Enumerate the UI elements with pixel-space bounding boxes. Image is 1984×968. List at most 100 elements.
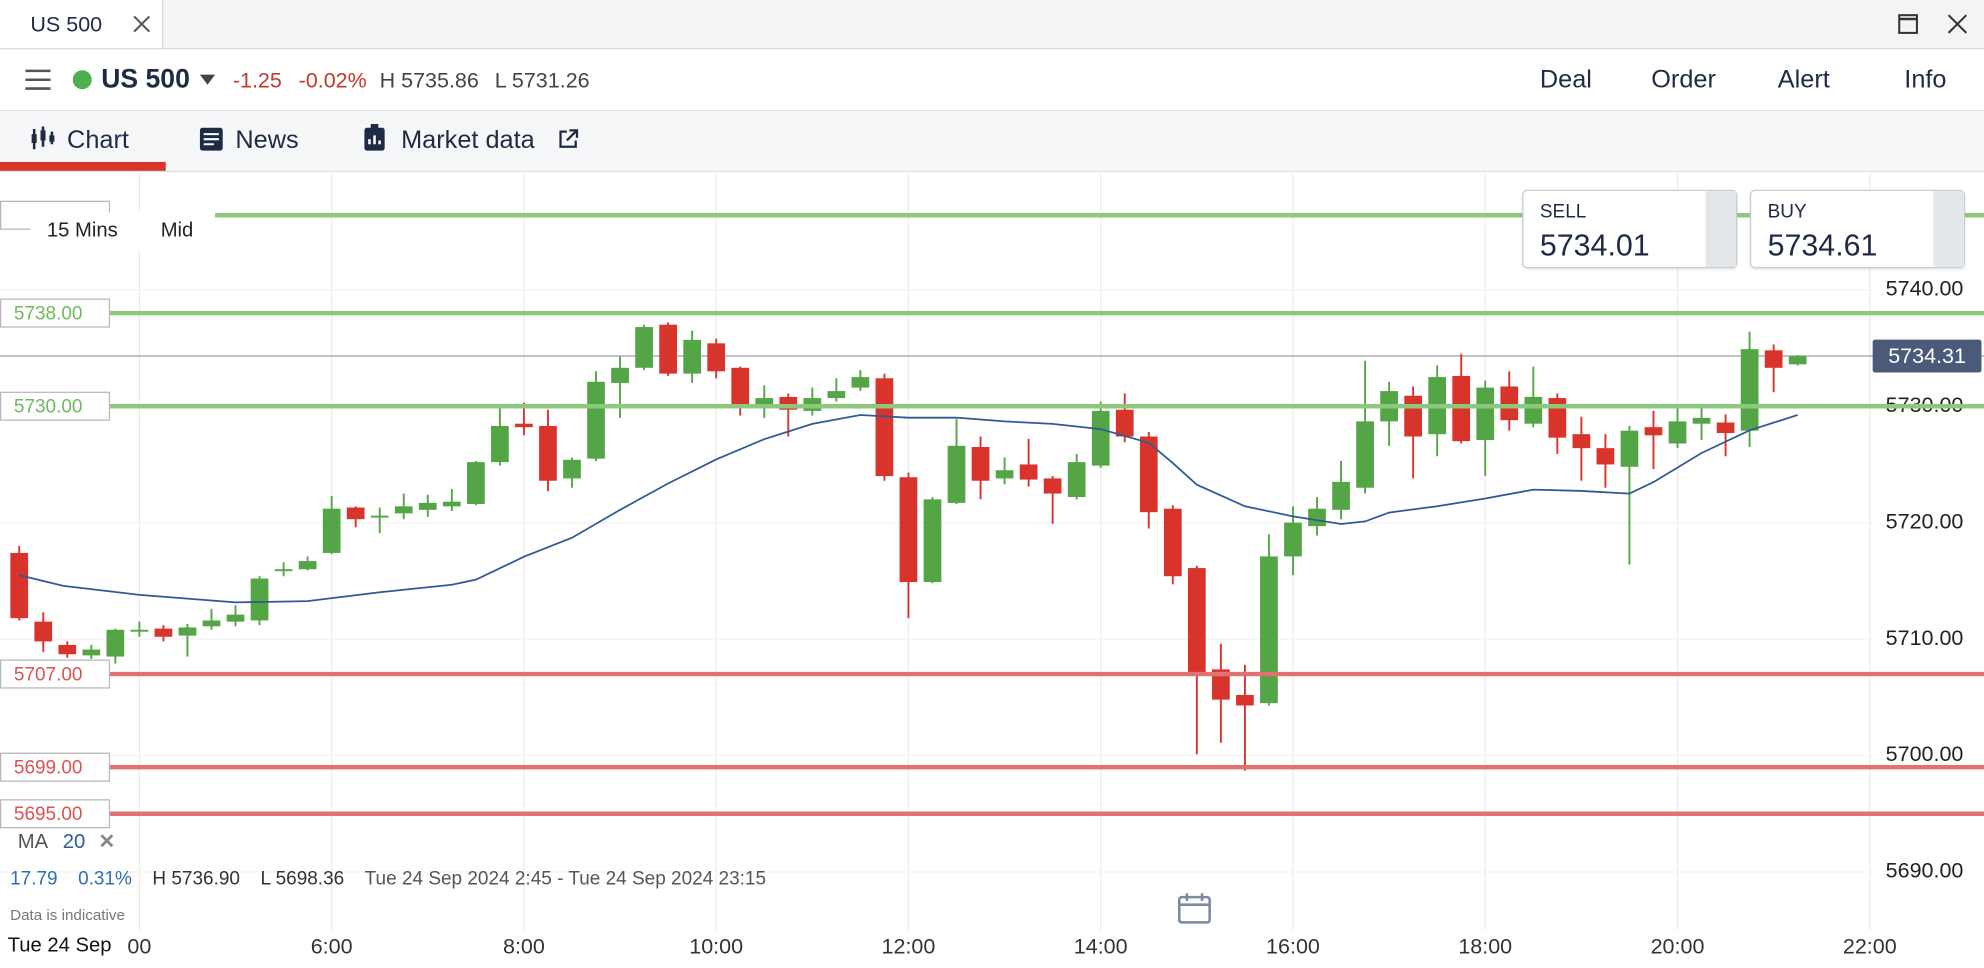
instrument-name[interactable]: US 500 bbox=[101, 64, 190, 94]
sell-side bbox=[1705, 191, 1737, 267]
level-tag: 5707.00 bbox=[0, 659, 111, 689]
x-tick-label: 18:00 bbox=[1458, 934, 1512, 958]
candle-body bbox=[250, 578, 269, 621]
candle-body bbox=[611, 367, 629, 383]
last-price-box bbox=[1872, 339, 1982, 373]
action[interactable]: Deal bbox=[1539, 65, 1592, 94]
level-tag: 5730.00 bbox=[0, 391, 111, 421]
instrument-bar: US 500 -1.25 -0.02% H 5735.86 L 5731.26 … bbox=[0, 49, 1984, 112]
candle-body bbox=[226, 614, 245, 622]
candle-body bbox=[1332, 481, 1350, 510]
candle-body bbox=[755, 398, 774, 407]
candle-body bbox=[34, 621, 53, 642]
action[interactable]: Alert bbox=[1777, 65, 1830, 94]
candle-body bbox=[1236, 694, 1254, 706]
summary-change-pct: 0.31% bbox=[78, 868, 132, 890]
candle-body bbox=[1644, 427, 1663, 436]
candle-body bbox=[659, 324, 677, 374]
candle-body bbox=[1284, 522, 1302, 557]
candle-body bbox=[1740, 349, 1759, 431]
candle-body bbox=[130, 629, 149, 632]
external-link[interactable] bbox=[557, 128, 580, 151]
change: -1.25 bbox=[232, 68, 282, 93]
candle-body bbox=[106, 629, 125, 657]
x-tick-label: 20:00 bbox=[1651, 934, 1705, 958]
news-icon bbox=[199, 127, 223, 151]
tab-label: Chart bbox=[67, 126, 129, 155]
level-tag-box bbox=[0, 298, 111, 328]
candle-body bbox=[202, 620, 221, 627]
level-tag-box bbox=[0, 752, 111, 782]
x-tick-label: 16:00 bbox=[1266, 934, 1320, 958]
candle-body bbox=[1139, 436, 1158, 513]
candle-body bbox=[587, 381, 605, 459]
action[interactable]: Info bbox=[1904, 65, 1947, 94]
level-tag: 5695.00 bbox=[0, 799, 111, 829]
summary-range: Tue 24 Sep 2024 2:45 - Tue 24 Sep 2024 2… bbox=[364, 868, 767, 890]
low: L 5731.26 bbox=[494, 68, 590, 93]
candle-body bbox=[851, 377, 870, 388]
buy-button[interactable]: BUY 5734.61 bbox=[1749, 189, 1966, 269]
candle-body bbox=[707, 343, 726, 372]
candle-body bbox=[971, 446, 990, 481]
disclaimer: Data is indicative bbox=[10, 905, 125, 924]
candle-body bbox=[1764, 350, 1783, 368]
candle-body bbox=[298, 561, 317, 570]
tab-title: US 500 bbox=[30, 12, 103, 37]
candle-body bbox=[827, 391, 846, 399]
candle-body bbox=[466, 462, 485, 505]
candle-body bbox=[1572, 434, 1591, 449]
candle-body bbox=[899, 477, 918, 583]
y-tick-label: 5740.00 bbox=[1886, 276, 1964, 300]
candle-body bbox=[1115, 409, 1134, 437]
candle-body bbox=[1356, 421, 1374, 488]
candle-body bbox=[10, 552, 29, 619]
indicator-period[interactable]: 20 bbox=[62, 831, 86, 853]
price-type[interactable]: Mid bbox=[160, 220, 194, 242]
high: H 5735.86 bbox=[379, 68, 479, 93]
buy-price: 5734.61 bbox=[1767, 229, 1878, 264]
close-window[interactable] bbox=[1947, 14, 1968, 34]
tab-label[interactable]: Market data bbox=[401, 126, 535, 155]
candle-body bbox=[58, 644, 77, 655]
candle-body bbox=[1668, 421, 1687, 444]
candle-body bbox=[418, 502, 437, 510]
candle-body bbox=[923, 499, 942, 583]
maximize[interactable] bbox=[1898, 14, 1918, 34]
level-tag: 5699.00 bbox=[0, 752, 111, 782]
candle-body bbox=[322, 508, 341, 553]
level-label: 5699.00 bbox=[14, 757, 83, 778]
candle-body bbox=[154, 628, 173, 637]
menu-icon[interactable] bbox=[25, 68, 51, 91]
sell-button[interactable]: SELL 5734.01 bbox=[1522, 189, 1738, 269]
candle-body bbox=[683, 339, 702, 374]
level-tag-box bbox=[0, 659, 111, 689]
chart-controls: 15 Mins Mid bbox=[30, 212, 216, 251]
dropdown-arrow[interactable] bbox=[199, 73, 217, 86]
candle-body bbox=[1620, 430, 1639, 467]
candle-body bbox=[178, 627, 197, 636]
action[interactable]: Order bbox=[1651, 65, 1716, 94]
close-tab[interactable] bbox=[133, 15, 151, 33]
timeframe[interactable]: 15 Mins bbox=[46, 220, 118, 242]
tab-bar: Chart News Market data bbox=[0, 111, 1984, 173]
candle-body bbox=[394, 506, 413, 514]
change-pct: -0.02% bbox=[298, 68, 367, 93]
level-tag-box bbox=[0, 391, 111, 421]
x-tick-label: 8:00 bbox=[503, 934, 545, 958]
remove-indicator[interactable]: ✕ bbox=[98, 831, 116, 853]
summary-high: H 5736.90 bbox=[152, 868, 240, 890]
candle-body bbox=[370, 515, 389, 518]
candle-body bbox=[1716, 422, 1735, 434]
candle-body bbox=[1404, 395, 1423, 437]
tab-chart[interactable]: Chart bbox=[0, 111, 166, 171]
candle-body bbox=[1260, 556, 1278, 704]
level-label: 5738.00 bbox=[14, 303, 83, 324]
calendar-icon[interactable] bbox=[1177, 892, 1212, 925]
active-indicator bbox=[0, 161, 166, 171]
window-tab[interactable]: US 500 bbox=[0, 0, 164, 49]
candle-body bbox=[1212, 669, 1230, 700]
indicator-name: MA bbox=[17, 831, 47, 853]
buy-label: BUY bbox=[1767, 201, 1807, 223]
tab-label[interactable]: News bbox=[235, 126, 299, 155]
